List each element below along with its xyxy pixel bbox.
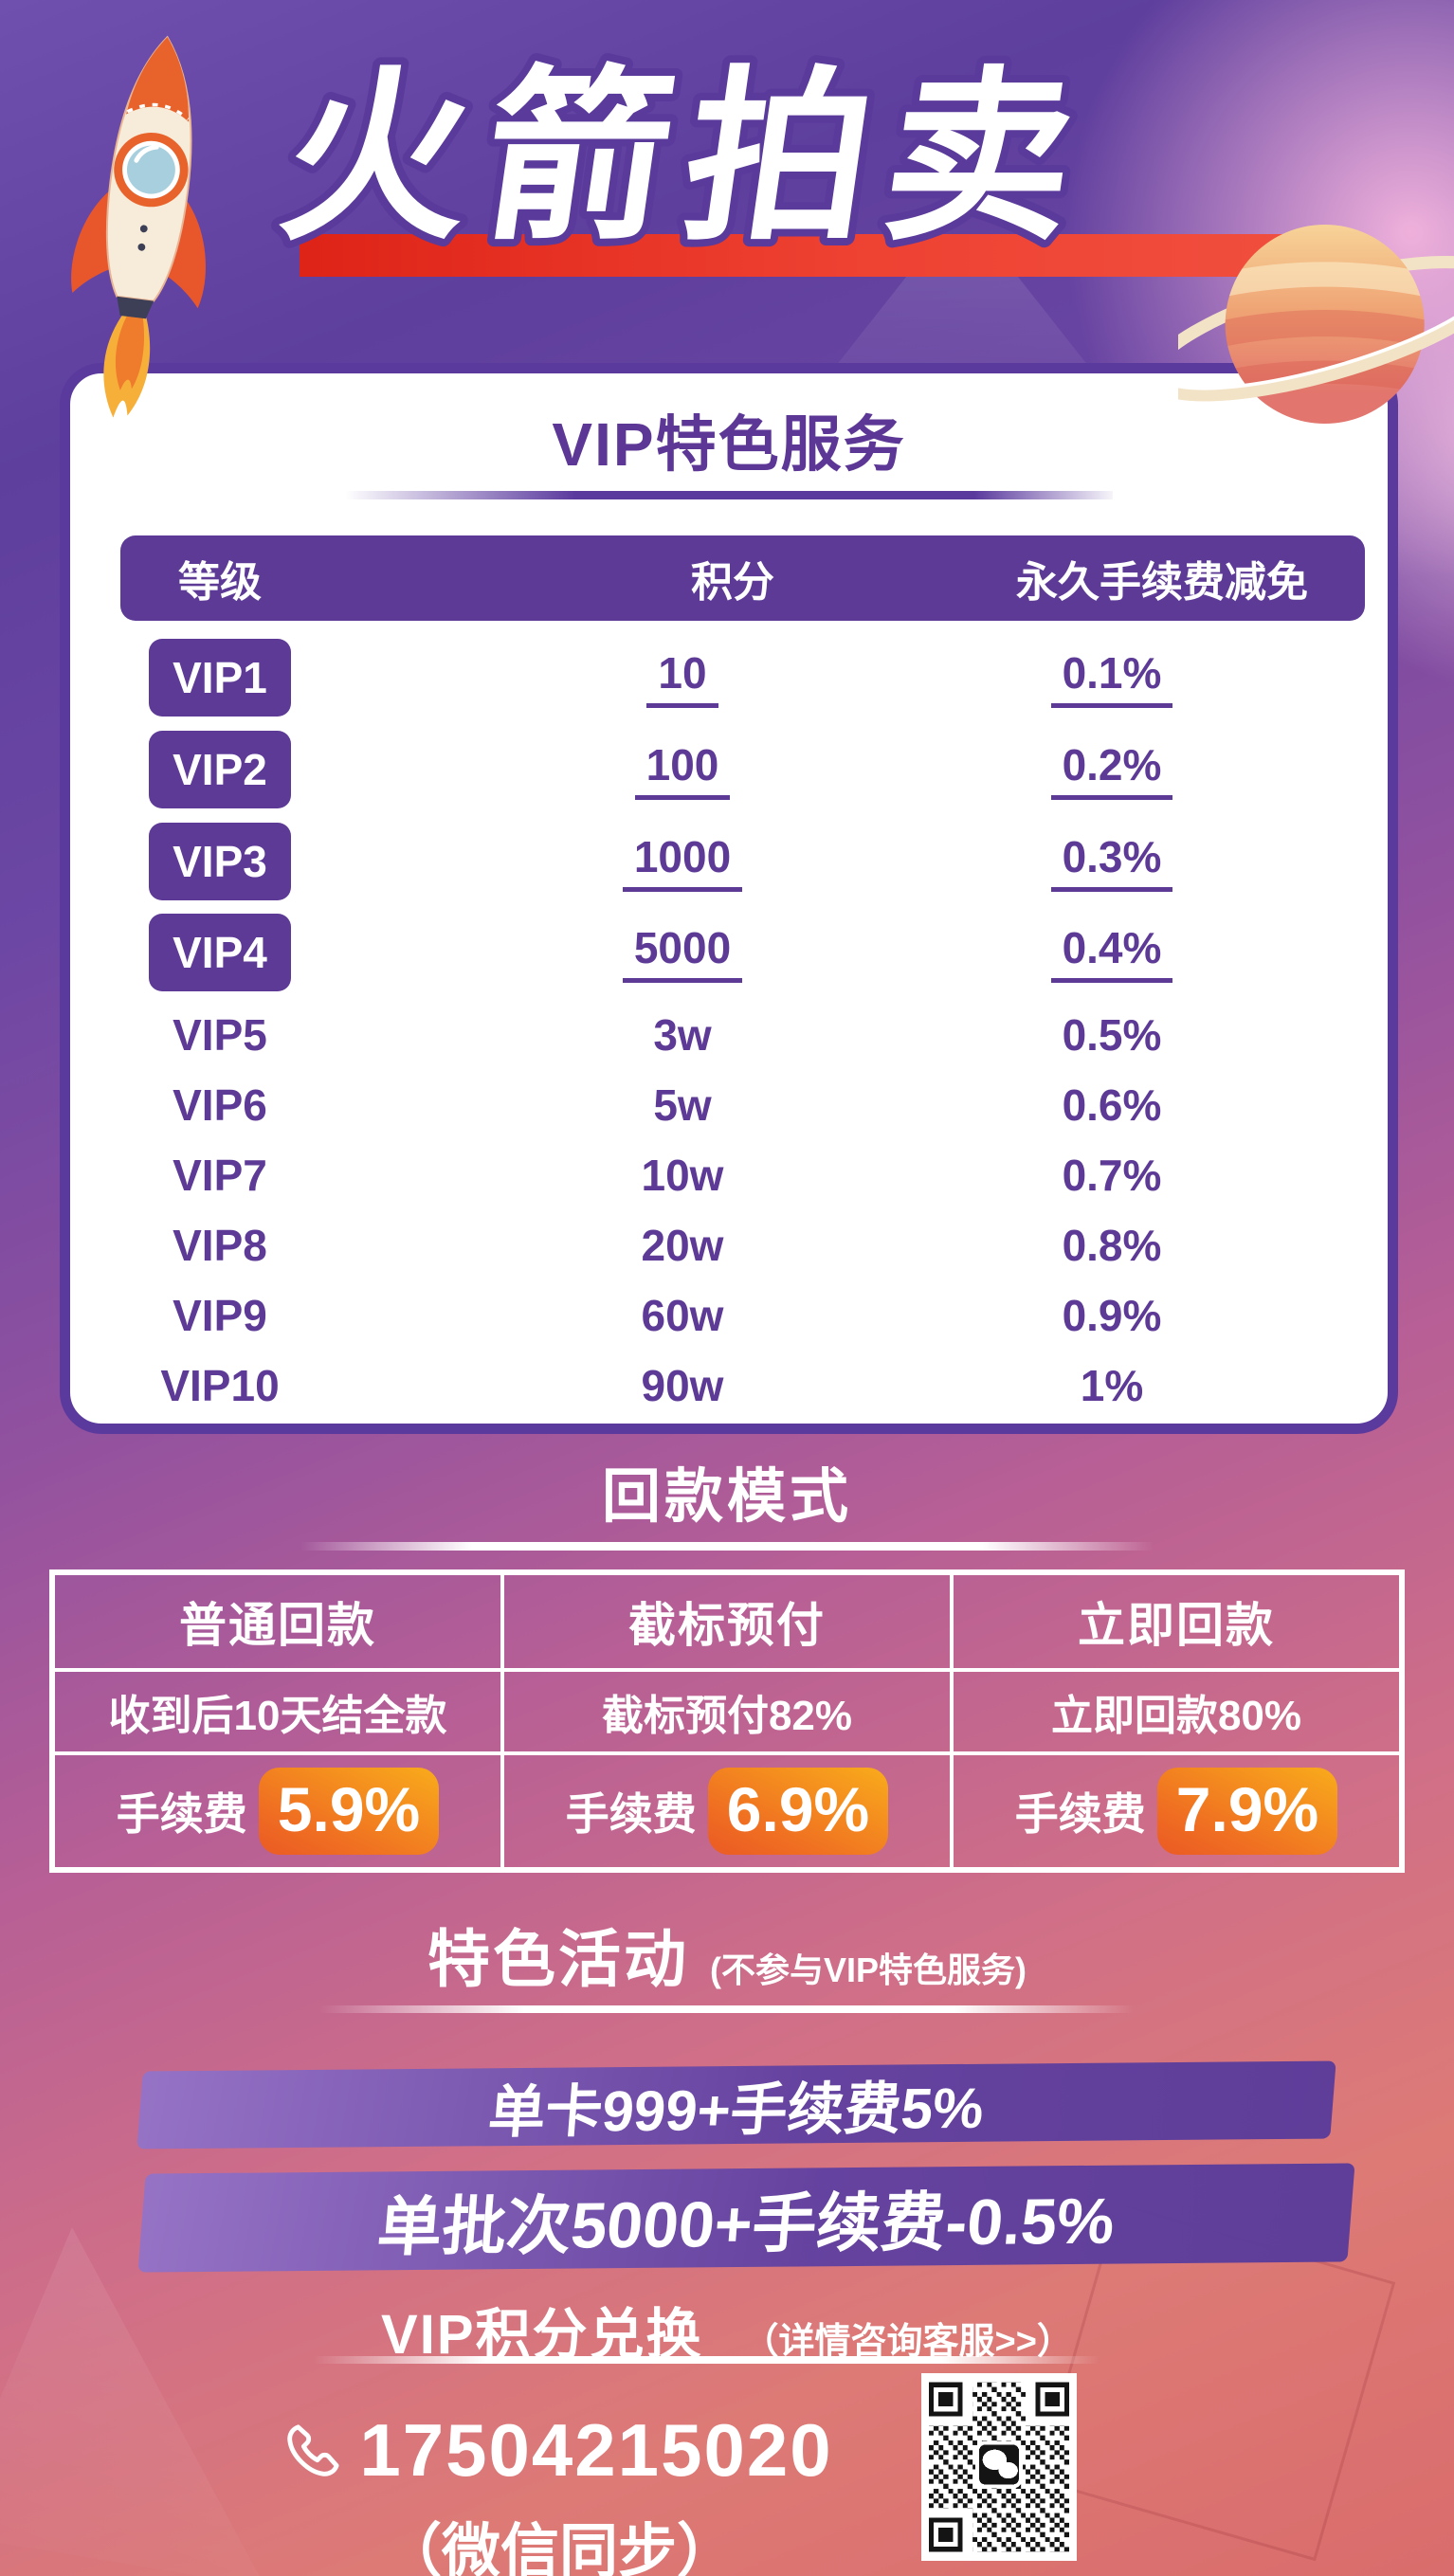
qr-pattern <box>929 2382 1069 2552</box>
fee-label: 手续费 <box>116 1789 247 1839</box>
vip-points: 10 <box>646 647 718 708</box>
payback-fee-cell: 手续费 6.9% <box>502 1753 952 1869</box>
vip-table-header: 等级 积分 永久手续费减免 <box>120 535 1365 621</box>
fee-badge: 5.9% <box>258 1768 440 1855</box>
vip-level: VIP9 <box>173 1291 267 1340</box>
payback-detail: 截标预付82% <box>502 1670 952 1753</box>
table-row: VIP8 20w 0.8% <box>70 1218 1388 1273</box>
payback-table: 普通回款 截标预付 立即回款 收到后10天结全款 截标预付82% 立即回款80%… <box>49 1569 1405 1873</box>
title-underline <box>300 1542 1154 1551</box>
vip-points: 90w <box>641 1361 724 1410</box>
vip-level: VIP6 <box>173 1080 267 1130</box>
vip-level-badge: VIP1 <box>149 639 291 717</box>
svg-text:火箭拍卖: 火箭拍卖 <box>270 54 1103 262</box>
table-row: VIP1 10 0.1% <box>70 638 1388 717</box>
vip-level: VIP10 <box>160 1361 280 1410</box>
planet-icon <box>1178 225 1454 431</box>
contact-block: 17504215020 （微信同步） <box>190 2407 929 2576</box>
payback-column-header: 普通回款 <box>53 1573 502 1670</box>
vip-level: VIP7 <box>173 1151 267 1200</box>
points-exchange-row: VIP积分兑换 （详情咨询客服>>） <box>0 2290 1454 2369</box>
vip-level-badge: VIP4 <box>149 914 291 991</box>
vip-points: 100 <box>634 739 731 800</box>
column-header-points: 积分 <box>691 559 774 606</box>
title-underline <box>345 491 1113 499</box>
vip-points: 10w <box>641 1151 724 1200</box>
vip-points: 3w <box>653 1010 712 1060</box>
table-row: VIP4 5000 0.4% <box>70 913 1388 992</box>
phone-icon <box>287 2423 339 2476</box>
wechat-sync-note: （微信同步） <box>382 2519 736 2576</box>
phone-row: 17504215020 <box>190 2407 929 2494</box>
payback-detail: 立即回款80% <box>952 1670 1401 1753</box>
table-row: VIP7 10w 0.7% <box>70 1148 1388 1203</box>
vip-discount: 0.8% <box>1062 1221 1162 1270</box>
activity-banner-1: 单卡999+手续费5% <box>136 2060 1336 2150</box>
vip-points: 1000 <box>622 831 743 892</box>
phone-number: 17504215020 <box>359 2408 833 2492</box>
table-row: VIP6 5w 0.6% <box>70 1078 1388 1133</box>
vip-discount: 0.3% <box>1050 831 1173 892</box>
table-row: VIP2 100 0.2% <box>70 730 1388 809</box>
payback-column-header: 截标预付 <box>502 1573 952 1670</box>
fee-badge: 6.9% <box>707 1768 889 1855</box>
payback-fee-cell: 手续费 7.9% <box>952 1753 1401 1869</box>
vip-discount: 0.7% <box>1062 1151 1162 1200</box>
wechat-icon <box>974 2440 1024 2489</box>
fee-badge: 7.9% <box>1156 1768 1338 1855</box>
vip-points: 5000 <box>622 922 743 983</box>
vip-level-badge: VIP3 <box>149 823 291 900</box>
activity-banner-2: 单批次5000+手续费-0.5% <box>137 2163 1355 2273</box>
vip-discount: 0.9% <box>1062 1291 1162 1340</box>
vip-card-title: VIP特色服务 <box>552 410 906 479</box>
vip-points: 60w <box>641 1291 724 1340</box>
vip-discount: 0.6% <box>1062 1080 1162 1130</box>
title-red-ribbon <box>300 234 1289 277</box>
vip-discount: 0.5% <box>1062 1010 1162 1060</box>
vip-level: VIP8 <box>173 1221 267 1270</box>
page-title: 火箭拍卖 <box>263 46 1111 269</box>
payback-fee-cell: 手续费 5.9% <box>53 1753 502 1869</box>
vip-points: 5w <box>653 1080 712 1130</box>
vip-points: 20w <box>641 1221 724 1270</box>
banner-text: 单批次5000+手续费-0.5% <box>374 2185 1118 2263</box>
table-row: VIP9 60w 0.9% <box>70 1288 1388 1343</box>
payback-detail: 收到后10天结全款 <box>53 1670 502 1753</box>
vip-level: VIP5 <box>173 1010 267 1060</box>
payback-section-title: 回款模式 <box>601 1464 852 1530</box>
column-header-discount: 永久手续费减免 <box>1016 559 1308 606</box>
fee-label: 手续费 <box>1014 1789 1146 1839</box>
vip-level-badge: VIP2 <box>149 731 291 808</box>
banner-text: 单卡999+手续费5% <box>485 2076 987 2144</box>
activity-title-note: (不参与VIP特色服务) <box>709 1950 1027 1989</box>
fee-label: 手续费 <box>565 1789 697 1839</box>
activity-section-title: 特色活动 (不参与VIP特色服务) <box>0 1909 1454 2000</box>
vip-service-card: VIP特色服务 等级 积分 永久手续费减免 VIP1 10 0.1% VIP2 … <box>60 363 1398 1434</box>
vip-discount: 0.2% <box>1050 739 1173 800</box>
vip-discount: 0.4% <box>1050 922 1173 983</box>
wechat-qr-code <box>921 2373 1077 2561</box>
activity-title: 特色活动 <box>427 1924 689 1994</box>
exchange-note: （详情咨询客服>>） <box>742 2322 1073 2362</box>
vip-discount: 0.1% <box>1050 647 1173 708</box>
exchange-title: VIP积分兑换 <box>381 2304 703 2366</box>
table-row: VIP3 1000 0.3% <box>70 822 1388 901</box>
table-row: VIP5 3w 0.5% <box>70 1007 1388 1062</box>
rocket-icon <box>71 35 206 418</box>
table-row: VIP10 90w 1% <box>70 1358 1388 1413</box>
title-underline <box>319 2005 1135 2013</box>
vip-discount: 1% <box>1080 1361 1144 1410</box>
title-underline <box>313 2356 1100 2364</box>
payback-column-header: 立即回款 <box>952 1573 1401 1670</box>
column-header-level: 等级 <box>178 559 262 606</box>
